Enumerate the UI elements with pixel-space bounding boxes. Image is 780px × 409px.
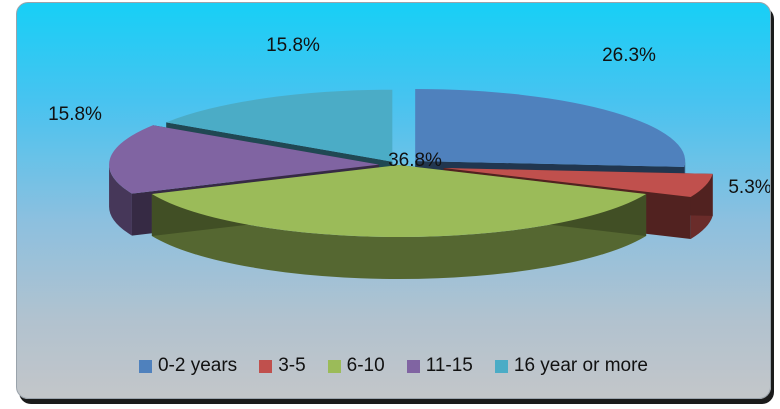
legend-swatch-1 — [259, 359, 273, 373]
slice-3-5 — [443, 168, 713, 198]
data-label-2: 36.8% — [388, 150, 442, 171]
chart-legend: 0-2 years 3-5 6-10 11-15 16 year or more — [17, 355, 770, 377]
legend-item-0: 0-2 years — [138, 355, 238, 377]
slice-side-2 — [151, 194, 647, 279]
slice-side-3 — [109, 164, 132, 236]
pie-chart: 26.3% 5.3% 36.8% 15.8% 15.8% — [48, 35, 770, 279]
legend-label-4: 16 year or more — [513, 355, 648, 376]
chart-area: 26.3% 5.3% 36.8% 15.8% 15.8% 0-2 years 3-5 6-1… — [16, 2, 771, 399]
legend-label-2: 6-10 — [346, 355, 385, 376]
data-label-4: 15.8% — [266, 35, 320, 56]
legend-label-1: 3-5 — [278, 355, 306, 376]
data-label-0: 26.3% — [602, 45, 656, 66]
slice-16-year-or-more — [166, 89, 393, 162]
slice-6-10 — [151, 165, 647, 237]
legend-swatch-0 — [138, 359, 152, 373]
legend-swatch-2 — [327, 359, 341, 373]
legend-label-0: 0-2 years — [157, 355, 238, 376]
legend-item-3: 11-15 — [406, 355, 473, 377]
slice-0-2-years — [415, 89, 686, 167]
legend-swatch-4 — [494, 359, 508, 373]
legend-swatch-3 — [406, 359, 420, 373]
data-label-3: 15.8% — [48, 104, 102, 125]
data-label-1: 5.3% — [728, 177, 770, 198]
legend-item-4: 16 year or more — [494, 355, 648, 377]
slice-11-15 — [109, 125, 380, 194]
legend-item-1: 3-5 — [259, 355, 306, 377]
legend-item-2: 6-10 — [327, 355, 385, 377]
legend-label-3: 11-15 — [425, 355, 473, 376]
